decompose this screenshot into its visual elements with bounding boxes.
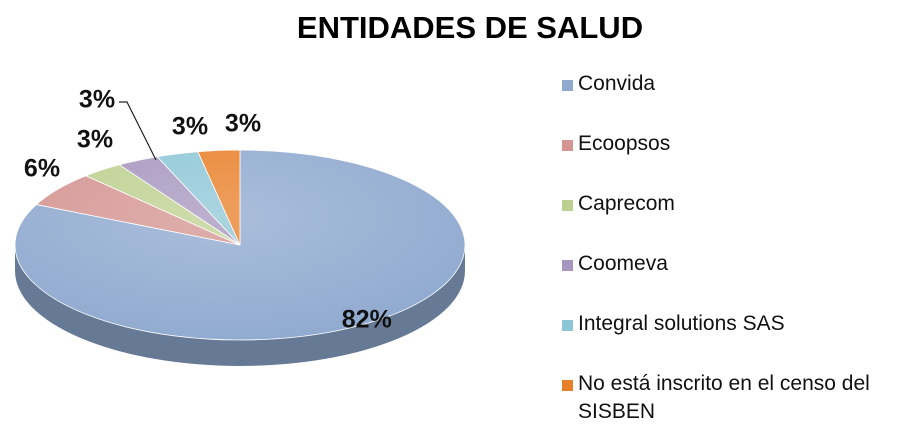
data-label: 3% <box>225 110 261 138</box>
legend-item: Ecoopsos <box>560 130 905 190</box>
legend-swatch <box>562 380 573 391</box>
legend-swatch <box>562 320 573 331</box>
data-label: 3% <box>79 86 115 114</box>
legend-item: No está inscrito en el censo del SISBEN <box>560 370 905 425</box>
data-label: 82% <box>342 305 392 333</box>
legend-label: No está inscrito en el censo del SISBEN <box>578 372 870 423</box>
legend-swatch <box>562 260 573 271</box>
pie <box>14 149 466 366</box>
legend-swatch <box>562 200 573 211</box>
chart-title: ENTIDADES DE SALUD <box>297 10 643 45</box>
legend-item: Integral solutions SAS <box>560 310 905 370</box>
pie-shine <box>15 150 465 340</box>
legend-swatch <box>562 80 573 91</box>
legend: Convida Ecoopsos Caprecom Coomeva Integral s… <box>560 70 905 425</box>
legend-item: Convida <box>560 70 905 130</box>
legend-label: Integral solutions SAS <box>578 312 785 335</box>
legend-swatch <box>562 140 573 151</box>
legend-label: Ecoopsos <box>578 132 671 155</box>
data-label: 3% <box>77 126 113 154</box>
legend-item: Coomeva <box>560 250 905 310</box>
slice-side <box>15 245 465 366</box>
legend-label: Coomeva <box>578 252 668 275</box>
leader-line <box>119 101 157 161</box>
data-label: 3% <box>172 113 208 141</box>
data-label: 6% <box>24 155 60 183</box>
legend-label: Convida <box>578 72 656 95</box>
legend-label: Caprecom <box>578 192 675 215</box>
legend-item: Caprecom <box>560 190 905 250</box>
